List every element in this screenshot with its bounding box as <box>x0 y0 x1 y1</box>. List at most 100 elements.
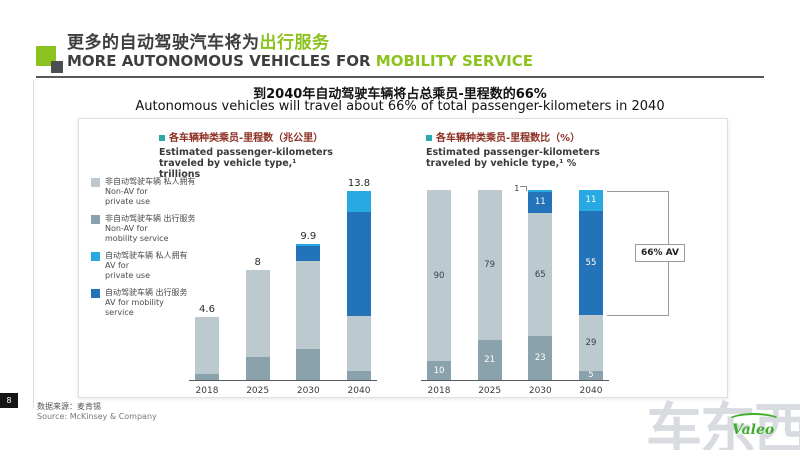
legend-swatch-av-mobility <box>91 289 100 298</box>
segment-value-label: 29 <box>585 337 597 348</box>
segment-value-label: 21 <box>484 355 496 366</box>
bar-total-label: 8 <box>254 257 261 269</box>
legend-label-zh: 自动驾驶车辆 私人拥有 <box>105 251 188 260</box>
right-chart-header: 各车辆种类乘员-里程数比（%） Estimated passenger-kilo… <box>426 129 604 169</box>
valeo-swoosh-icon <box>727 413 781 429</box>
left-chart-plot: 4.6 2018 8 2025 9.9 2030 13.8 2040 <box>189 177 377 396</box>
segment-av-private-2040: 11 <box>578 190 603 211</box>
bar-total-label: 4.6 <box>199 304 215 316</box>
segment-non-av-mobility-2040 <box>346 370 371 380</box>
bar-group-2030: 9.9 2030 <box>296 181 321 396</box>
legend-swatch-av-private <box>91 252 100 261</box>
segment-non-av-private-2040 <box>346 315 371 371</box>
segment-av-private-2030 <box>296 244 321 246</box>
segment-non-av-mobility-2018: 10 <box>427 361 451 380</box>
x-tick-label: 2040 <box>347 386 371 396</box>
x-tick-label: 2025 <box>246 386 270 396</box>
segment-non-av-mobility-2025 <box>245 357 270 380</box>
stacked-bar-2018: 10 90 <box>427 190 451 380</box>
bar-total-label: 13.8 <box>347 177 371 189</box>
legend-item-non-av-private: 非自动驾驶车辆 私人拥有 Non-AV for private use <box>91 177 199 207</box>
chart-legend: 非自动驾驶车辆 私人拥有 Non-AV for private use 非自动驾… <box>91 177 199 325</box>
segment-value-label: 79 <box>484 260 496 271</box>
segment-value-label: 65 <box>534 269 546 280</box>
subtitle-zh: 到2040年自动驾驶车辆将占总乘员-里程数的66% <box>253 87 547 102</box>
title-zh-accent: 出行服务 <box>259 33 330 53</box>
stacked-bar-2030 <box>296 244 321 380</box>
legend-label-en: AV for <box>105 261 129 270</box>
segment-non-av-mobility-2030: 23 <box>528 336 553 380</box>
stacked-bar-2030: 23 65 11 1 <box>514 184 553 380</box>
legend-label-en: Non-AV for <box>105 187 148 196</box>
legend-item-non-av-mobility: 非自动驾驶车辆 出行服务 Non-AV for mobility service <box>91 214 199 244</box>
slide-title-en: MORE AUTONOMOUS VEHICLES FOR MOBILITY SE… <box>67 52 533 70</box>
x-tick-label: 2018 <box>427 386 451 396</box>
stacked-bar-2025 <box>245 270 270 380</box>
right-chart-title-zh: 各车辆种类乘员-里程数比（%） <box>436 133 581 144</box>
stacked-bar-2018 <box>195 317 219 380</box>
bar-group-2025: 8 2025 <box>245 181 270 396</box>
legend-label-zh: 非自动驾驶车辆 私人拥有 <box>105 177 196 186</box>
bar-group-2018: 10 90 2018 <box>427 190 451 396</box>
legend-label-en: private use <box>105 197 150 206</box>
segment-non-av-private-2025 <box>245 270 270 357</box>
segment-value-label: 11 <box>585 195 597 206</box>
segment-non-av-private-2025: 79 <box>477 190 502 341</box>
title-bullet-icon <box>159 135 165 141</box>
title-en-accent: MOBILITY SERVICE <box>375 52 533 70</box>
legend-item-av-mobility: 自动驾驶车辆 出行服务 AV for mobility service <box>91 288 199 318</box>
left-chart-header: 各车辆种类乘员-里程数（兆公里） Estimated passenger-kil… <box>159 129 337 180</box>
chart-card: 非自动驾驶车辆 私人拥有 Non-AV for private use 非自动驾… <box>78 118 728 398</box>
x-tick-label: 2040 <box>579 386 603 396</box>
right-chart-plot: 10 90 2018 21 79 2025 23 65 11 1 2030 5 29 55 11 2040 <box>421 184 609 396</box>
x-tick-label: 2030 <box>296 386 320 396</box>
source-zh: 数据来源：麦肯锡 <box>37 402 101 411</box>
legend-swatch-non-av-mobility <box>91 215 100 224</box>
segment-non-av-private-2040: 29 <box>578 315 603 371</box>
segment-non-av-mobility-2040: 5 <box>578 370 603 380</box>
segment-av-private-2040 <box>346 190 371 212</box>
dark-square-decoration <box>51 61 63 73</box>
segment-value-label: 23 <box>534 353 546 364</box>
legend-swatch-non-av-private <box>91 178 100 187</box>
segment-value-label: 10 <box>433 365 445 376</box>
left-chart-title-zh: 各车辆种类乘员-里程数（兆公里） <box>169 133 324 144</box>
valeo-logo: Valeo <box>727 413 784 440</box>
page-number-tab: 8 <box>0 393 18 408</box>
title-zh-prefix: 更多的自动驾驶汽车将为 <box>67 33 260 53</box>
x-tick-label: 2025 <box>478 386 502 396</box>
x-tick-label: 2030 <box>528 386 552 396</box>
segment-av-mobility-2030: 11 <box>528 191 553 213</box>
segment-value-label: 90 <box>433 270 445 281</box>
stacked-bar-2025: 21 79 <box>477 190 502 380</box>
legend-label-en: private use <box>105 271 150 280</box>
x-tick-label: 2018 <box>195 386 219 396</box>
segment-non-av-private-2018: 90 <box>427 190 451 361</box>
segment-non-av-private-2018 <box>195 317 219 374</box>
segment-av-private-2030: 1 <box>514 184 553 193</box>
title-en-prefix: MORE AUTONOMOUS VEHICLES FOR <box>67 52 376 70</box>
left-chart-title-en: Estimated passenger-kilometers traveled … <box>159 147 333 180</box>
segment-non-av-mobility-2018 <box>195 373 219 380</box>
segment-value-label: 1 <box>514 184 527 193</box>
bar-group-2040: 5 29 55 11 2040 <box>578 190 603 396</box>
bar-group-2025: 21 79 2025 <box>477 190 502 396</box>
segment-av-mobility-2040 <box>346 211 371 316</box>
slide-title-zh: 更多的自动驾驶汽车将为出行服务 <box>67 28 330 53</box>
stacked-bar-2040 <box>346 190 371 380</box>
segment-value-label: 11 <box>534 197 546 208</box>
segment-non-av-mobility-2030 <box>296 348 321 380</box>
stacked-bar-2040: 5 29 55 11 <box>578 190 603 380</box>
segment-non-av-mobility-2025: 21 <box>477 340 502 380</box>
left-vertical-rule <box>33 80 34 408</box>
title-bullet-icon <box>426 135 432 141</box>
source-en: Source: McKinsey & Company <box>37 412 157 421</box>
bar-total-label: 9.9 <box>300 231 317 243</box>
segment-non-av-private-2030 <box>296 260 321 349</box>
bar-group-2030: 23 65 11 1 2030 <box>514 184 553 396</box>
legend-label-en: Non-AV for <box>105 224 148 233</box>
legend-label-zh: 自动驾驶车辆 出行服务 <box>105 288 188 297</box>
legend-item-av-private: 自动驾驶车辆 私人拥有 AV for private use <box>91 251 199 281</box>
segment-value-label: 55 <box>585 258 597 269</box>
right-chart-title-en: Estimated passenger-kilometers traveled … <box>426 147 600 169</box>
